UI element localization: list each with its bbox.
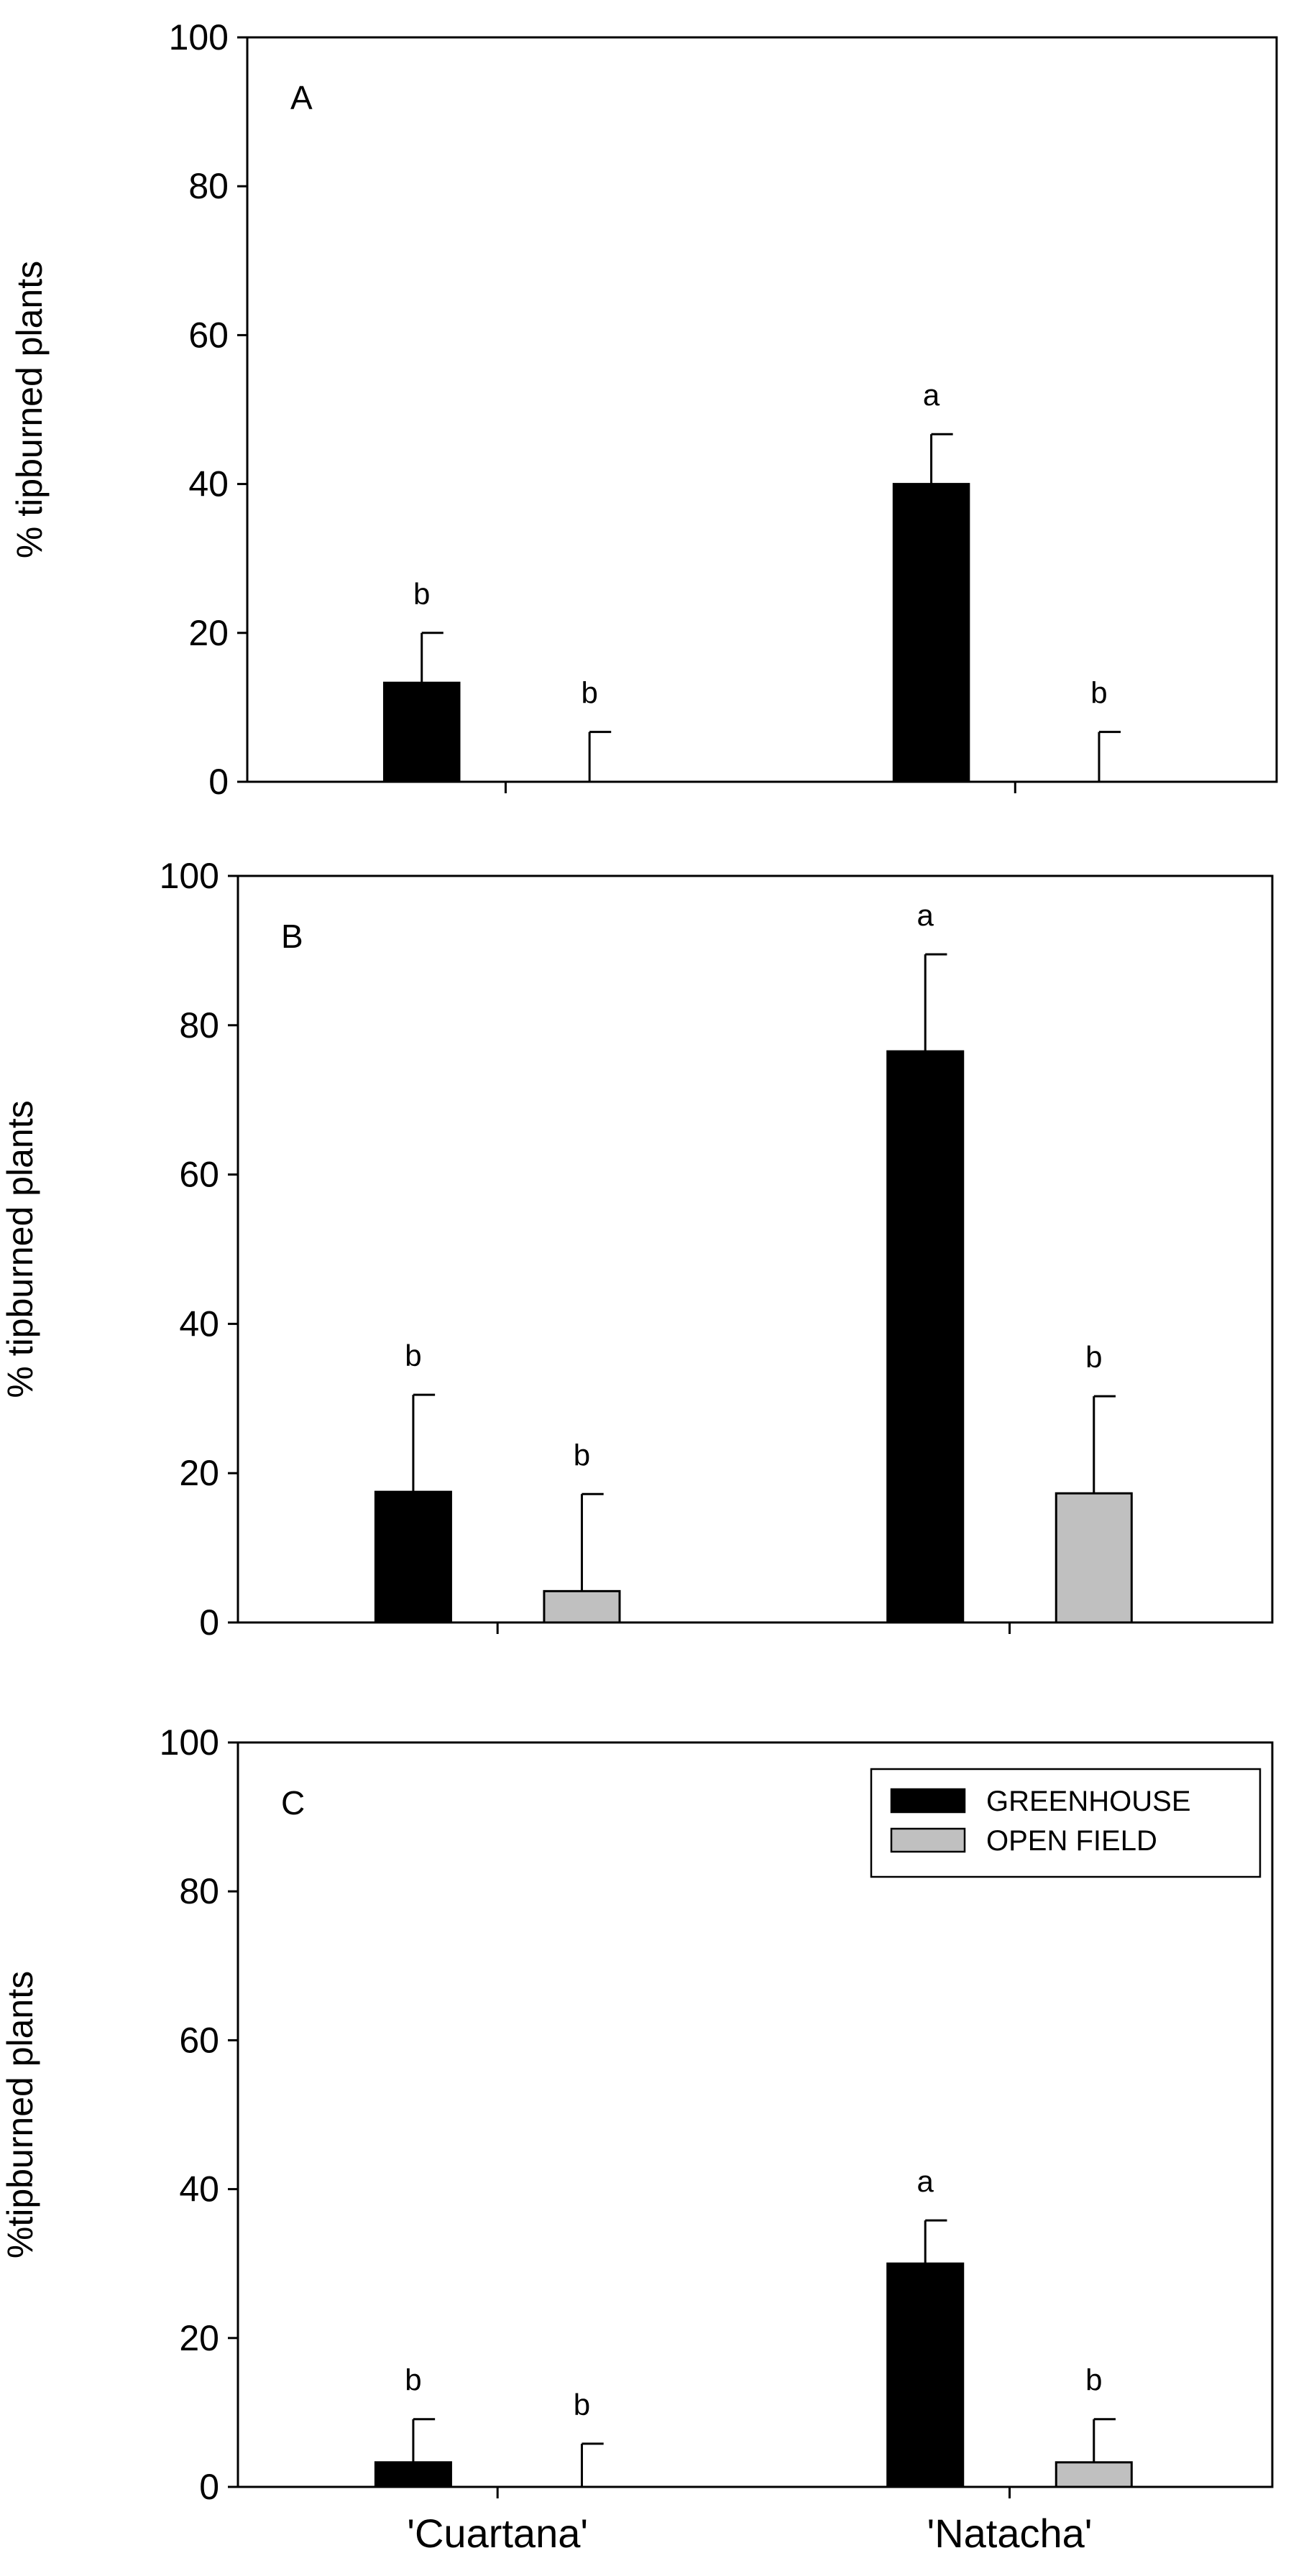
y-tick-label: 100 — [160, 856, 219, 896]
significance-letter: a — [917, 2164, 934, 2198]
y-tick-label: 80 — [188, 166, 229, 206]
significance-letter: b — [574, 2388, 590, 2422]
significance-letter: a — [917, 898, 934, 932]
y-tick-label: 40 — [179, 2169, 219, 2210]
bar-greenhouse — [892, 483, 970, 783]
y-tick-label: 20 — [188, 613, 229, 653]
y-tick-label: 0 — [199, 2467, 219, 2507]
plot-frame-c — [236, 1741, 1274, 2488]
legend-swatch-open-field — [890, 1827, 966, 1853]
y-tick-label: 60 — [188, 315, 229, 355]
legend-box — [870, 1768, 1262, 1878]
y-tick-label: 20 — [179, 2318, 219, 2358]
y-tick-label: 20 — [179, 1453, 219, 1493]
legend-label: OPEN FIELD — [986, 1825, 1157, 1857]
y-tick-label: 80 — [179, 1871, 219, 1911]
bar-open-field — [1055, 2461, 1133, 2488]
significance-letter: b — [1085, 1340, 1102, 1374]
bar-greenhouse — [374, 2461, 452, 2488]
x-tick-label: 'Natacha' — [927, 2511, 1093, 2556]
bar-greenhouse — [382, 681, 461, 783]
significance-letter: a — [923, 378, 940, 412]
y-axis-label: % tipburned plants — [0, 1100, 40, 1398]
significance-letter: b — [405, 2363, 421, 2397]
y-tick-label: 80 — [179, 1005, 219, 1045]
bar-greenhouse — [374, 1490, 452, 1624]
plot-frame-a — [246, 36, 1278, 783]
significance-letter: b — [405, 1339, 421, 1372]
legend-swatch-greenhouse — [890, 1788, 966, 1814]
y-tick-label: 40 — [188, 464, 229, 504]
bar-open-field — [543, 1589, 621, 1624]
y-tick-label: 100 — [160, 1722, 219, 1763]
significance-letter: b — [1085, 2363, 1102, 2397]
y-tick-label: 0 — [199, 1602, 219, 1643]
bar-open-field — [1055, 1492, 1133, 1624]
y-axis-label: %tipburned plants — [0, 1971, 40, 2258]
y-tick-label: 40 — [179, 1303, 219, 1344]
y-tick-label: 0 — [208, 762, 229, 802]
panel-label: A — [290, 79, 313, 116]
x-tick-label: 'Cuartana' — [407, 2511, 588, 2556]
panel-label: B — [281, 918, 303, 955]
bar-greenhouse — [886, 1050, 965, 1624]
y-axis-label: % tipburned plants — [9, 261, 50, 558]
significance-letter: b — [413, 577, 430, 611]
significance-letter: b — [574, 1438, 590, 1472]
significance-letter: b — [581, 676, 597, 710]
legend-label: GREENHOUSE — [986, 1786, 1191, 1817]
y-tick-label: 60 — [179, 1155, 219, 1195]
bar-greenhouse — [886, 2262, 965, 2488]
y-tick-label: 60 — [179, 2020, 219, 2060]
panel-label: C — [281, 1784, 305, 1822]
y-tick-label: 100 — [169, 17, 229, 57]
plot-frame-b — [236, 874, 1274, 1624]
significance-letter: b — [1090, 676, 1107, 710]
